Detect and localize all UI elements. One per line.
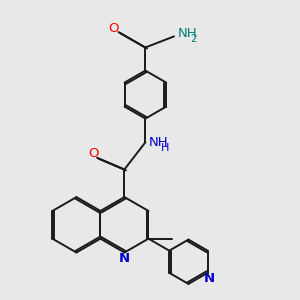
Text: O: O [109, 22, 119, 35]
Text: N: N [118, 252, 129, 265]
Text: 2: 2 [190, 34, 196, 44]
Text: H: H [161, 143, 169, 153]
Text: NH: NH [148, 136, 168, 149]
Text: O: O [88, 147, 99, 160]
Text: N: N [204, 272, 215, 285]
Text: NH: NH [178, 27, 197, 40]
